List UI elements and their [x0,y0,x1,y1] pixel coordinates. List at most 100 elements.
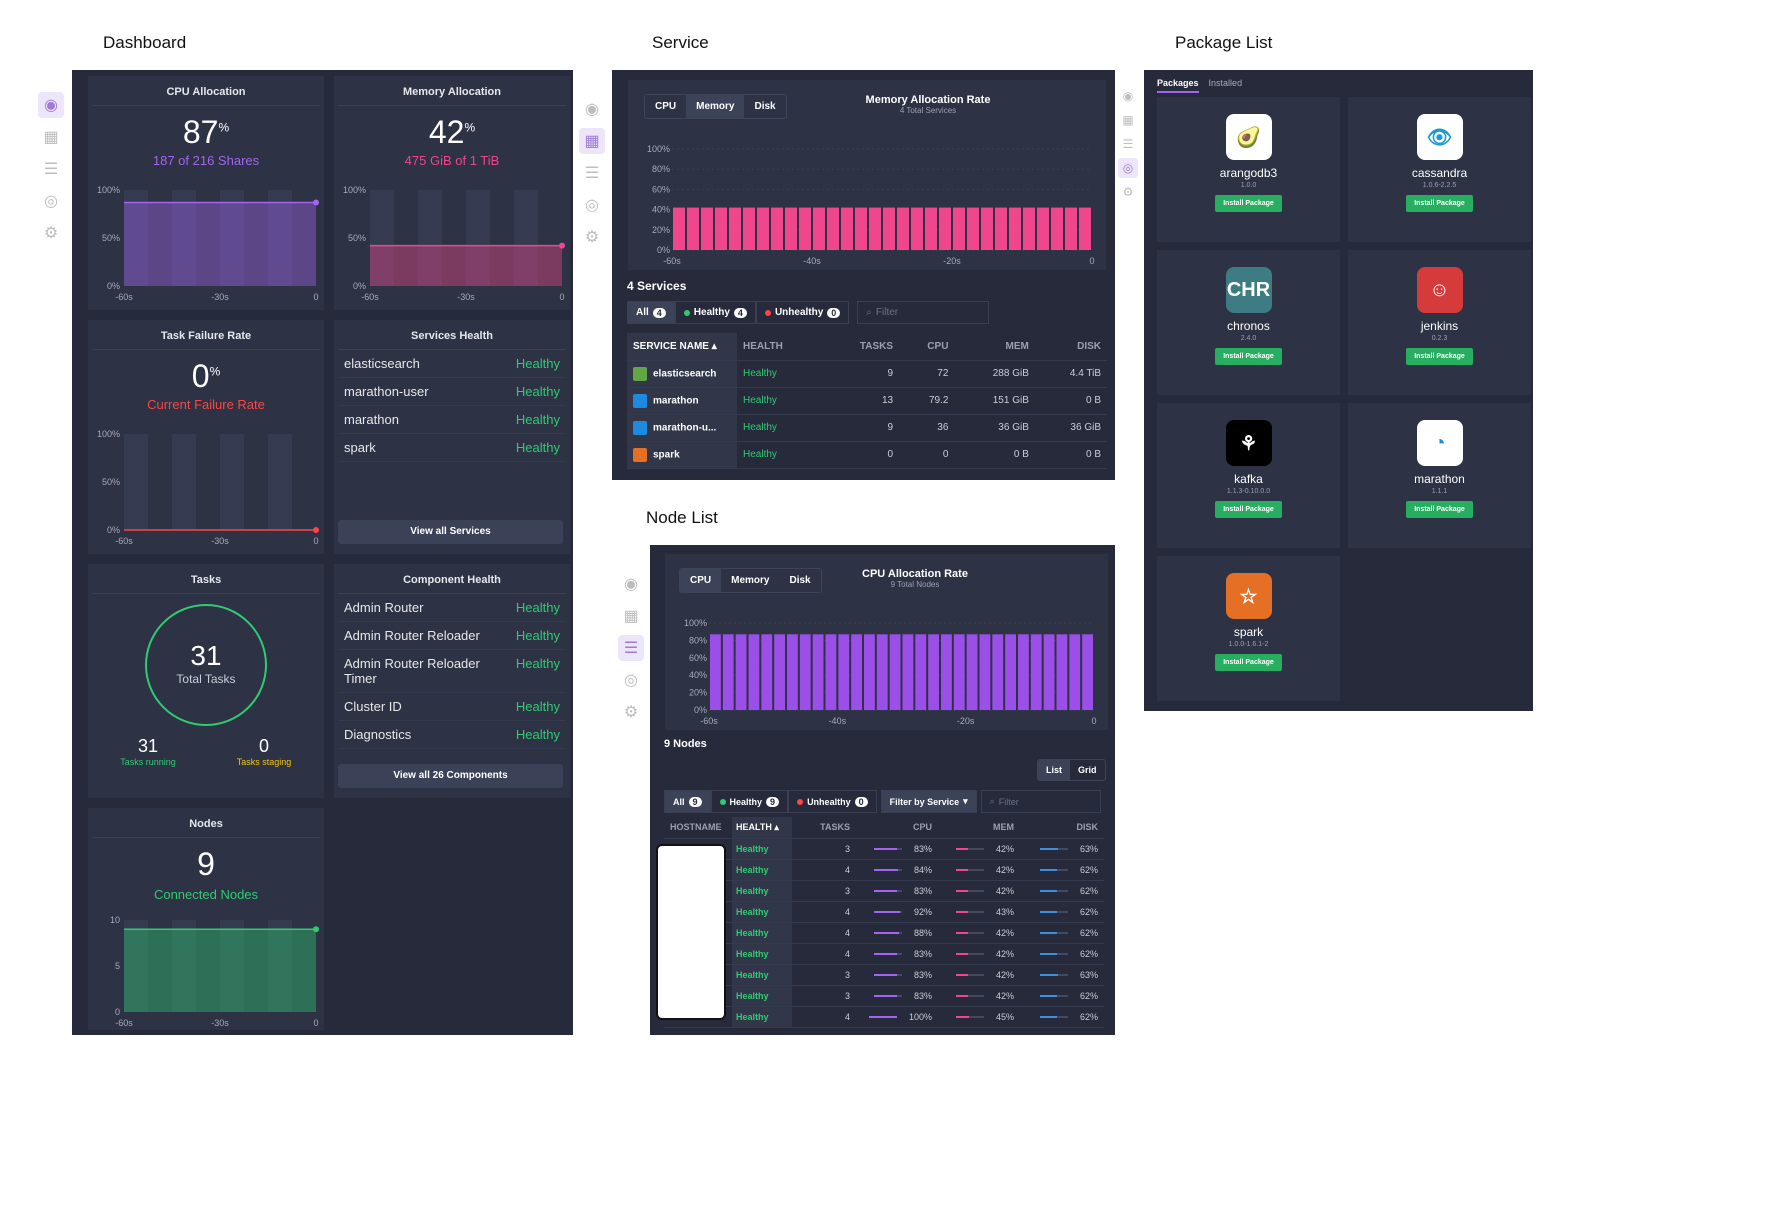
tab-memory[interactable]: Memory [731,575,770,586]
col-mem[interactable]: MEM [954,333,1035,361]
col-cpu[interactable]: CPU [899,333,955,361]
col-mem[interactable]: MEM [938,817,1020,839]
table-row[interactable]: Healthy 4 92% 43% 62% [664,901,1104,923]
services-nav-icon[interactable]: ▦ [1122,113,1134,127]
universe-nav-icon[interactable]: ◎ [1118,158,1138,178]
service-name[interactable]: elasticsearch [653,368,717,380]
settings-nav-icon[interactable]: ⚙ [43,225,59,242]
table-row[interactable]: Healthy 4 88% 42% 62% [664,922,1104,944]
filter-by-service-dropdown[interactable]: Filter by Service ▾ [880,790,977,813]
tasks-staging-value: 0 [258,736,269,756]
col-disk[interactable]: DISK [1034,333,1107,361]
table-row[interactable]: spark Healthy 0 0 0 B 0 B [627,441,1107,469]
table-row[interactable]: Healthy 3 83% 42% 63% [664,838,1104,860]
col-tasks[interactable]: TASKS [823,333,900,361]
install-package-button[interactable]: Install Package [1406,348,1473,365]
nodes-nav-icon[interactable]: ☰ [43,161,59,178]
grid-view-button[interactable]: Grid [1078,765,1097,775]
tab-disk[interactable]: Disk [789,575,811,586]
service-filter-input[interactable]: ⌕ Filter [857,301,990,324]
health-row[interactable]: Admin Router Healthy [338,594,566,622]
col-disk[interactable]: DISK [1020,817,1104,839]
eye-icon: 👁 [1416,114,1463,160]
install-package-button[interactable]: Install Package [1215,348,1282,365]
service-name[interactable]: marathon [653,395,699,407]
nodes-nav-icon[interactable]: ☰ [584,165,600,182]
table-row[interactable]: marathon-u... Healthy 9 36 36 GiB 36 GiB [627,414,1107,442]
health-row[interactable]: Diagnostics Healthy [338,721,566,749]
tab-memory[interactable]: Memory [686,95,745,118]
col-service-name[interactable]: SERVICE NAME ▴ [627,333,737,361]
card-title: CPU Allocation [92,76,320,106]
install-package-button[interactable]: Install Package [1215,501,1282,518]
filter-all[interactable]: All 4 [627,301,675,324]
table-row[interactable]: elasticsearch Healthy 9 72 288 GiB 4.4 T… [627,360,1107,388]
services-health-list: elasticsearch Healthy marathon-user Healthy… [334,350,570,462]
settings-nav-icon[interactable]: ⚙ [1122,185,1134,199]
package-card[interactable]: ⚘ kafka 1.1.3-0.10.0.0 Install Package [1157,403,1340,548]
health-row[interactable]: marathon-user Healthy [338,378,566,406]
table-row[interactable]: marathon Healthy 13 79.2 151 GiB 0 B [627,387,1107,415]
package-card[interactable]: ☺ jenkins 0.2.3 Install Package [1348,250,1531,395]
settings-nav-icon[interactable]: ⚙ [623,704,639,721]
dashboard-nav-icon[interactable]: ◉ [585,101,599,118]
tab-installed[interactable]: Installed [1208,78,1243,88]
dashboard-nav-icon[interactable]: ◉ [624,576,638,593]
universe-nav-icon[interactable]: ◎ [624,672,638,689]
package-card[interactable]: 👁 cassandra 1.0.6-2.2.5 Install Package [1348,97,1531,242]
health-row[interactable]: spark Healthy [338,434,566,462]
install-package-button[interactable]: Install Package [1215,654,1282,671]
service-name[interactable]: marathon-u... [653,422,717,434]
dashboard-nav-icon[interactable]: ◉ [38,92,64,118]
node-filter-input[interactable]: ⌕ Filter [980,790,1101,813]
health-row[interactable]: marathon Healthy [338,406,566,434]
nodes-nav-icon[interactable]: ☰ [618,635,644,661]
health-row[interactable]: Cluster ID Healthy [338,693,566,721]
install-package-button[interactable]: Install Package [1406,195,1473,212]
services-nav-icon[interactable]: ▦ [579,128,605,154]
bar [774,634,785,710]
view-all-components-button[interactable]: View all 26 Components [338,764,563,788]
view-all-services-button[interactable]: View all Services [338,520,563,544]
package-card[interactable]: CHR chronos 2.4.0 Install Package [1157,250,1340,395]
health-row[interactable]: Admin Router Reloader Healthy [338,622,566,650]
table-row[interactable]: Healthy 3 83% 42% 62% [664,985,1104,1007]
filter-healthy[interactable]: Healthy 9 [710,790,789,813]
health-row[interactable]: elasticsearch Healthy [338,350,566,378]
services-nav-icon[interactable]: ▦ [623,608,639,625]
nodes-nav-icon[interactable]: ☰ [1122,137,1134,151]
filter-unhealthy[interactable]: Unhealthy 0 [788,790,877,813]
universe-nav-icon[interactable]: ◎ [585,197,599,214]
table-row[interactable]: Healthy 3 83% 42% 62% [664,880,1104,902]
table-row[interactable]: Healthy 4 84% 42% 62% [664,859,1104,881]
package-card[interactable]: ◔ marathon 1.1.1 Install Package [1348,403,1531,548]
col-hostname[interactable]: HOSTNAME [664,817,732,839]
y-tick-label: 60% [652,184,670,194]
tab-disk[interactable]: Disk [754,101,776,112]
tab-cpu[interactable]: CPU [655,101,677,112]
health-row[interactable]: Admin Router Reloader Timer Healthy [338,650,566,693]
table-row[interactable]: Healthy 4 83% 42% 62% [664,943,1104,965]
y-tick-label: 0% [107,525,120,535]
col-cpu[interactable]: CPU [856,817,938,839]
dashboard-nav-icon[interactable]: ◉ [1122,89,1134,103]
col-health[interactable]: HEALTH ▴ [732,817,792,839]
universe-nav-icon[interactable]: ◎ [44,193,58,210]
package-card[interactable]: 🥑 arangodb3 1.0.0 Install Package [1157,97,1340,242]
tab-packages[interactable]: Packages [1157,78,1199,93]
table-row[interactable]: Healthy 3 83% 42% 63% [664,964,1104,986]
filter-healthy[interactable]: Healthy 4 [674,301,756,324]
list-view-button[interactable]: List [1038,760,1071,780]
filter-all[interactable]: All 9 [664,790,711,813]
services-nav-icon[interactable]: ▦ [43,129,59,146]
tab-cpu[interactable]: CPU [680,569,722,592]
package-card[interactable]: ☆ spark 1.0.0-1.6.1-2 Install Package [1157,556,1340,701]
settings-nav-icon[interactable]: ⚙ [584,229,600,246]
filter-unhealthy[interactable]: Unhealthy 0 [755,301,850,324]
install-package-button[interactable]: Install Package [1406,501,1473,518]
col-tasks[interactable]: TASKS [792,817,856,839]
service-name[interactable]: spark [653,449,680,461]
col-health[interactable]: HEALTH [737,333,824,361]
install-package-button[interactable]: Install Package [1215,195,1282,212]
table-row[interactable]: Healthy 4 100% 45% 62% [664,1006,1104,1028]
